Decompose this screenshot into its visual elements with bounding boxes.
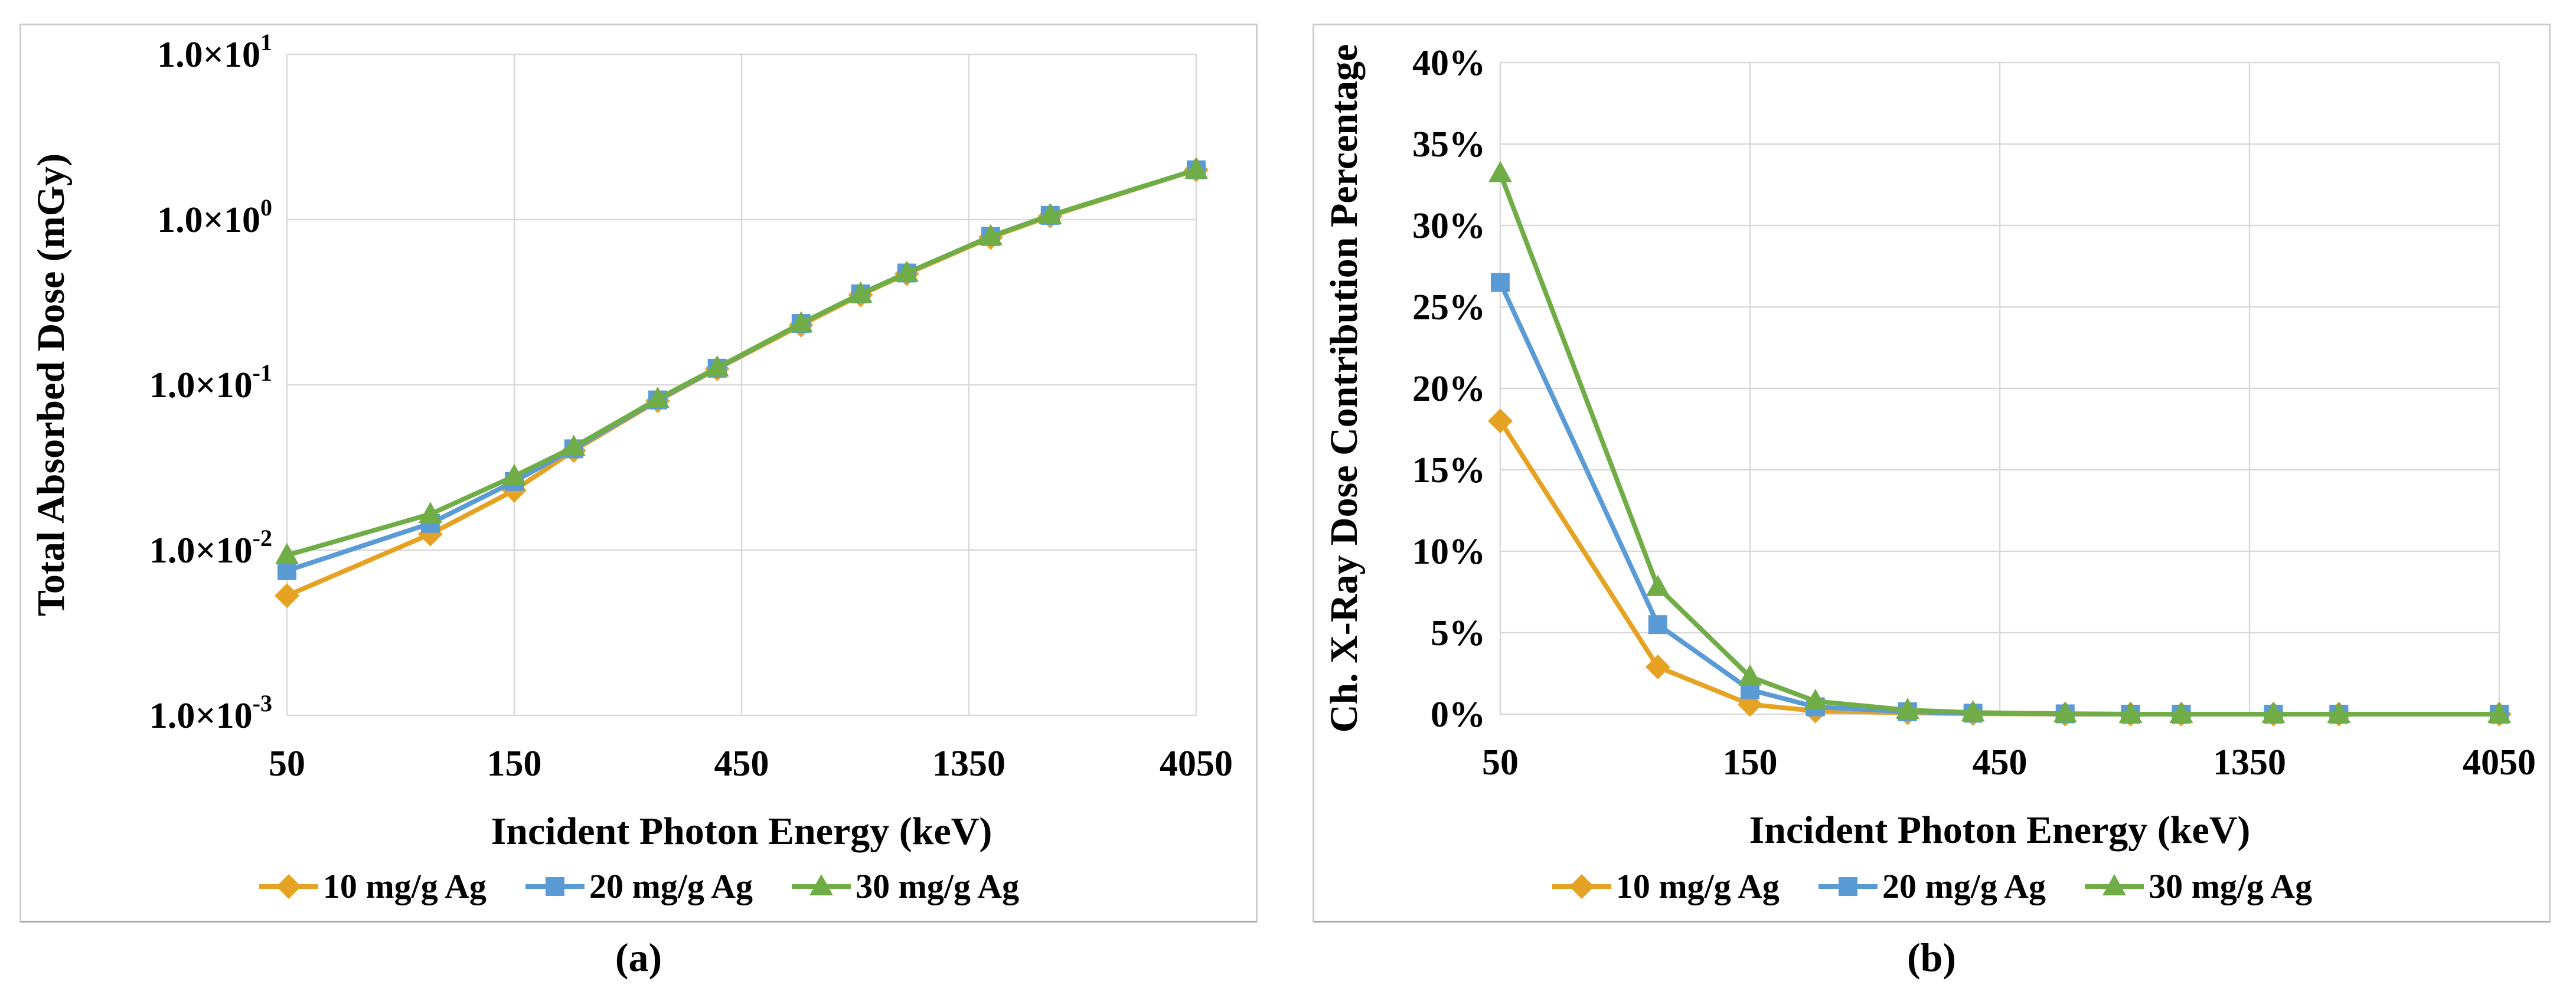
x-tick-label: 450 bbox=[1973, 743, 2028, 783]
y-tick-label: 0% bbox=[1431, 695, 1485, 735]
legend-item-10-mg-g-ag: 10 mg/g Ag bbox=[258, 866, 487, 906]
marker-triangle-150kev bbox=[502, 463, 526, 485]
series-line-30-mg-g-ag bbox=[1498, 171, 2502, 717]
diamond-marker-icon bbox=[1552, 874, 1611, 899]
legend-item-20-mg-g-ag: 20 mg/g Ag bbox=[524, 866, 753, 906]
legend-marker bbox=[276, 874, 301, 899]
caption-b: (b) bbox=[1906, 935, 1957, 980]
marker-triangle-800kev bbox=[2118, 702, 2143, 723]
legend-label: 10 mg/g Ag bbox=[1615, 867, 1780, 905]
marker-square-50kev bbox=[277, 561, 296, 580]
marker-triangle-2000kev bbox=[2327, 702, 2351, 723]
x-tick-label: 1350 bbox=[2213, 743, 2286, 783]
legend-marker bbox=[545, 876, 564, 896]
y-tick-label: 35% bbox=[1412, 125, 1485, 165]
marker-triangle-200kev bbox=[561, 434, 586, 456]
marker-triangle-300kev bbox=[645, 387, 670, 408]
x-tick-label: 150 bbox=[1723, 743, 1778, 783]
legend-item-10-mg-g-ag: 10 mg/g Ag bbox=[1551, 866, 1780, 906]
y-tick-label: 1.0×10-1 bbox=[149, 359, 272, 405]
marker-diamond-50kev bbox=[275, 583, 299, 609]
legend-label: 10 mg/g Ag bbox=[322, 867, 487, 905]
y-tick-label: 20% bbox=[1412, 369, 1485, 409]
y-tick-label: 25% bbox=[1412, 287, 1485, 328]
legend-marker bbox=[2102, 874, 2127, 895]
y-tick-label: 1.0×100 bbox=[157, 194, 272, 240]
x-tick-label: 50 bbox=[1482, 743, 1519, 783]
marker-triangle-800kev bbox=[848, 281, 873, 303]
marker-square-50kev bbox=[1491, 273, 1510, 292]
x-tick-label: 450 bbox=[714, 744, 769, 784]
x-tick-label: 50 bbox=[269, 744, 305, 784]
y-tick-label: 10% bbox=[1412, 532, 1485, 572]
legend-label: 20 mg/g Ag bbox=[589, 867, 753, 905]
square-marker-icon bbox=[525, 876, 585, 896]
marker-triangle-600kev bbox=[2053, 701, 2077, 723]
marker-triangle-200kev bbox=[1803, 688, 1827, 710]
marker-triangle-1000kev bbox=[894, 260, 919, 282]
marker-triangle-1500kev bbox=[978, 224, 1003, 246]
legend-item-30-mg-g-ag: 30 mg/g Ag bbox=[791, 866, 1019, 906]
marker-triangle-100kev bbox=[1645, 574, 1670, 596]
x-axis-title: Incident Photon Energy (keV) bbox=[491, 810, 992, 853]
marker-triangle-600kev bbox=[789, 311, 813, 333]
y-tick-label: 30% bbox=[1412, 206, 1485, 246]
y-tick-label: 1.0×10-2 bbox=[149, 525, 272, 571]
legend-marker bbox=[809, 874, 834, 895]
legend-b: 10 mg/g Ag 20 mg/g Ag 30 mg/g Ag bbox=[1314, 866, 2549, 906]
legend-item-30-mg-g-ag: 30 mg/g Ag bbox=[2084, 866, 2312, 906]
marker-diamond-100kev bbox=[1645, 654, 1670, 679]
marker-square-100kev bbox=[1648, 615, 1667, 634]
y-tick-label: 40% bbox=[1412, 43, 1485, 83]
chart-a-canvas: 50 150 450 1350 4050 1.0×101 1.0×100 1.0×10-1 1.… bbox=[30, 29, 1233, 853]
y-axis-title: Ch. X-Ray Dose Contribution Percentage bbox=[1323, 44, 1366, 733]
chart-b-canvas: 50 150 450 1350 4050 40% 35% 30% 25% 20% 15% 10% 5% 0… bbox=[1323, 43, 2536, 852]
y-tick-label: 15% bbox=[1412, 450, 1485, 490]
marker-triangle-300kev bbox=[1895, 698, 1919, 719]
x-tick-label: 150 bbox=[487, 744, 542, 784]
legend-label: 30 mg/g Ag bbox=[2149, 867, 2313, 905]
caption-a: (a) bbox=[615, 935, 662, 980]
y-tick-label: 1.0×10-3 bbox=[149, 690, 272, 736]
marker-triangle-50kev bbox=[275, 542, 299, 564]
marker-triangle-100kev bbox=[418, 502, 442, 524]
series-line-30-mg-g-ag bbox=[285, 167, 1199, 558]
marker-triangle-1500kev bbox=[2261, 702, 2286, 723]
legend-label: 20 mg/g Ag bbox=[1882, 867, 2046, 905]
x-axis-title: Incident Photon Energy (keV) bbox=[1749, 809, 2251, 852]
marker-triangle-400kev bbox=[705, 355, 729, 377]
marker-triangle-400kev bbox=[1961, 700, 1985, 722]
x-tick-label: 4050 bbox=[2463, 743, 2536, 783]
legend-marker bbox=[1569, 874, 1594, 899]
marker-triangle-4050kev bbox=[1184, 157, 1208, 179]
triangle-marker-icon bbox=[2085, 874, 2144, 895]
square-marker-icon bbox=[1818, 876, 1878, 896]
panel-a: 50 150 450 1350 4050 1.0×101 1.0×100 1.0×10-1 1.… bbox=[19, 24, 1258, 923]
marker-triangle-50kev bbox=[1488, 161, 1512, 182]
marker-triangle-1000kev bbox=[2169, 702, 2193, 723]
marker-triangle-2000kev bbox=[1038, 202, 1062, 224]
x-tick-label: 1350 bbox=[932, 744, 1005, 784]
marker-triangle-4050kev bbox=[2487, 702, 2511, 723]
y-tick-label: 5% bbox=[1431, 613, 1485, 653]
marker-diamond-50kev bbox=[1488, 408, 1513, 434]
x-tick-label: 4050 bbox=[1160, 744, 1233, 784]
legend-label: 30 mg/g Ag bbox=[856, 867, 1020, 905]
legend-item-20-mg-g-ag: 20 mg/g Ag bbox=[1817, 866, 2046, 906]
legend-a: 10 mg/g Ag 20 mg/g Ag 30 mg/g Ag bbox=[21, 866, 1256, 906]
panel-b: 50 150 450 1350 4050 40% 35% 30% 25% 20% 15% 10% 5% 0… bbox=[1313, 24, 2551, 923]
diamond-marker-icon bbox=[259, 874, 318, 899]
marker-triangle-150kev bbox=[1738, 664, 1762, 686]
legend-marker bbox=[1838, 876, 1857, 896]
y-axis-title: Total Absorbed Dose (mGy) bbox=[30, 153, 73, 616]
triangle-marker-icon bbox=[792, 874, 851, 895]
y-tick-label: 1.0×101 bbox=[157, 29, 272, 75]
